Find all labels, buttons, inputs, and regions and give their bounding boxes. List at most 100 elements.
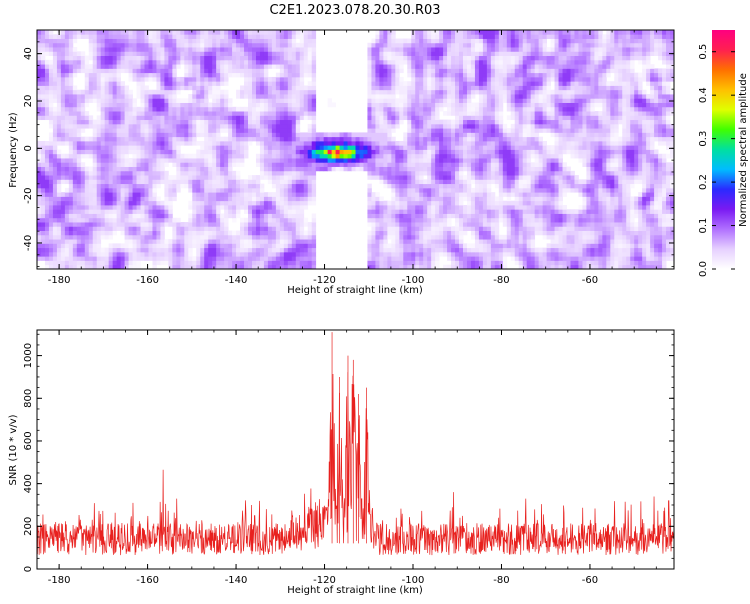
heatmap-cell [275, 123, 281, 129]
heatmap-cell [506, 145, 512, 150]
heatmap-cell [68, 226, 74, 231]
heatmap-cell [570, 123, 575, 129]
heatmap-cell [642, 209, 647, 214]
heatmap-cell [574, 213, 579, 219]
heatmap-cell [172, 260, 177, 266]
heatmap-cell [172, 153, 177, 159]
heatmap-cell [164, 183, 169, 189]
heatmap-cell [236, 213, 241, 219]
heatmap-cell [670, 256, 674, 261]
heatmap-cell [204, 115, 209, 121]
heatmap-cell [88, 192, 94, 197]
heatmap-cell [590, 140, 595, 146]
heatmap-cell [654, 132, 659, 138]
heatmap-cell [419, 247, 424, 253]
heatmap-cell [566, 256, 571, 261]
heatmap-cell [391, 230, 396, 236]
heatmap-cell [602, 226, 607, 231]
heatmap-cell [510, 251, 516, 257]
heatmap-cell [379, 179, 384, 185]
heatmap-cell [606, 192, 611, 197]
heatmap-cell [212, 264, 217, 269]
heatmap-cell [654, 204, 659, 210]
heatmap-cell [76, 260, 82, 266]
heatmap-cell [140, 153, 145, 159]
heatmap-cell [156, 222, 161, 227]
heatmap-cell [407, 234, 412, 240]
heatmap-cell [303, 149, 309, 155]
heatmap-cell [626, 192, 631, 197]
heatmap-cell [670, 166, 674, 172]
heatmap-cell [291, 251, 297, 257]
heatmap-cell [255, 187, 261, 193]
heatmap-cell [152, 179, 157, 185]
heatmap-cell [514, 226, 520, 231]
heatmap-cell [486, 170, 492, 176]
heatmap-cell [379, 153, 384, 159]
heatmap-cell [200, 222, 205, 227]
heatmap-cell [275, 200, 281, 206]
heatmap-cell [502, 251, 508, 257]
heatmap-cell [590, 222, 595, 227]
heatmap-cell [251, 243, 257, 249]
heatmap-cell [594, 256, 599, 261]
heatmap-cell [534, 226, 540, 231]
heatmap-cell [204, 226, 209, 231]
heatmap-cell [144, 234, 149, 240]
heatmap-cell [140, 239, 145, 244]
heatmap-cell [474, 149, 480, 155]
heatmap-cell [295, 256, 301, 261]
heatmap-cell [638, 123, 643, 129]
heatmap-cell [76, 145, 82, 150]
heatmap-cell [52, 170, 58, 176]
heatmap-cell [654, 196, 659, 202]
heatmap-cell [291, 217, 297, 223]
heatmap-cell [443, 200, 448, 206]
heatmap-cell [248, 234, 253, 240]
heatmap-cell [156, 251, 161, 257]
heatmap-cell [522, 239, 528, 244]
heatmap-cell [132, 192, 137, 197]
heatmap-cell [315, 140, 321, 146]
heatmap-cell [196, 230, 201, 236]
heatmap-cell [104, 187, 110, 193]
heatmap-cell [526, 247, 532, 253]
heatmap-cell [44, 149, 50, 155]
heatmap-cell [307, 166, 313, 172]
heatmap-cell [462, 158, 468, 163]
heatmap-cell [423, 136, 428, 142]
heatmap-cell [120, 153, 125, 159]
heatmap-cell [395, 251, 400, 257]
heatmap-cell [411, 187, 416, 193]
heatmap-cell [196, 170, 201, 176]
heatmap-cell [546, 264, 551, 269]
heatmap-cell [482, 256, 488, 261]
heatmap-cell [662, 264, 667, 269]
heatmap-cell [156, 128, 161, 133]
heatmap-cell [120, 123, 125, 129]
heatmap-cell [538, 251, 544, 257]
heatmap-cell [626, 222, 631, 227]
heatmap-cell [200, 166, 205, 172]
heatmap-cell [92, 209, 98, 214]
heatmap-cell [140, 230, 145, 236]
heatmap-cell [534, 119, 540, 125]
heatmap-cell [666, 204, 671, 210]
heatmap-cell [574, 209, 579, 214]
heatmap-cell [92, 170, 98, 176]
heatmap-cell [514, 239, 520, 244]
heatmap-cell [160, 175, 165, 180]
heatmap-cell [582, 251, 587, 257]
heatmap-cell [419, 230, 424, 236]
heatmap-cell [455, 213, 460, 219]
heatmap-cell [164, 132, 169, 138]
heatmap-cell [514, 209, 520, 214]
heatmap-cell [546, 217, 551, 223]
heatmap-cell [60, 175, 66, 180]
heatmap-cell [498, 119, 504, 125]
heatmap-cell [124, 204, 129, 210]
heatmap-cell [658, 234, 663, 240]
heatmap-cell [192, 200, 197, 206]
heatmap-cell [431, 230, 436, 236]
heatmap-cell [128, 115, 133, 121]
